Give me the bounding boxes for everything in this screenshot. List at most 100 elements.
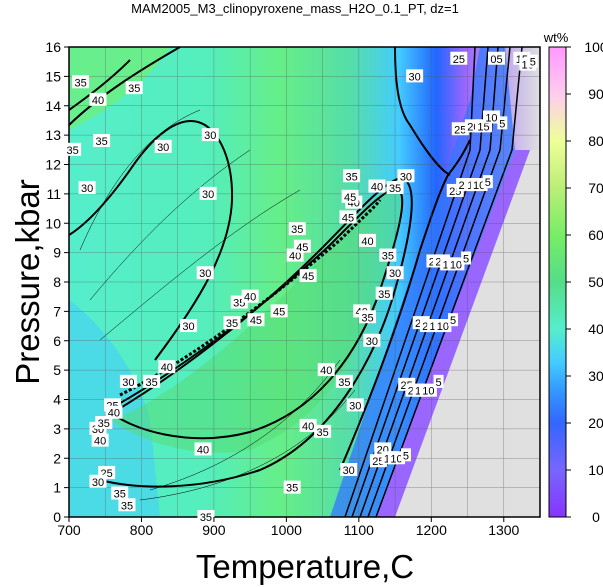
contour-label: 35 — [283, 480, 301, 495]
contour-label-text: 40 — [371, 182, 383, 194]
contour-label-bg — [343, 169, 361, 183]
contour-label-text: 35 — [98, 418, 110, 430]
contour-label-text: 35 — [286, 483, 298, 495]
contour-label-bg — [143, 374, 161, 388]
contour-label-bg — [89, 474, 107, 488]
contour-label-text: 35 — [114, 489, 126, 501]
contour-label-bg — [497, 116, 508, 130]
purple-boundary-band — [375, 150, 530, 517]
colorbar-tick-label: 100 — [584, 39, 603, 55]
contour-label-bg — [111, 486, 129, 500]
contour-label-bg — [340, 463, 358, 476]
y-tick-label: 11 — [46, 186, 61, 202]
y-tick-label: 13 — [45, 127, 61, 143]
contour-label: 5 — [482, 175, 493, 189]
contour-label-text: 35 — [378, 289, 390, 301]
contour-label: 45 — [341, 189, 359, 204]
contour-label: 30 — [386, 266, 404, 280]
contour-label-bg — [201, 128, 219, 142]
contour-label-bg — [419, 383, 437, 397]
colorbar-tick-label: 60 — [588, 227, 603, 243]
contour-label-text: 40 — [92, 95, 104, 107]
contour-label-text: 30 — [92, 477, 104, 489]
contour-label-text: 35 — [128, 83, 140, 95]
contour-label-text: 30 — [182, 321, 194, 333]
y-tick-label: 7 — [53, 303, 61, 319]
contour-label-text: 30 — [81, 183, 93, 195]
contour-label: 35 — [288, 222, 306, 236]
contour-label: 5 — [448, 313, 459, 327]
y-tick-label: 16 — [45, 39, 61, 55]
contour-label-bg — [72, 75, 90, 89]
contour-label-text: 35 — [200, 512, 212, 524]
contour-labels: 3540353535303030303030302540354035354045… — [64, 51, 538, 524]
contour-label-bg — [197, 510, 215, 523]
contour-label: 30 — [154, 139, 172, 154]
contour-25-line — [344, 47, 476, 517]
contour-label-bg — [363, 333, 381, 347]
x-tick-label: 1000 — [271, 522, 302, 538]
contour-label: 30 — [363, 333, 381, 348]
contour-label: 45 — [247, 313, 265, 327]
contour-label-text: 35 — [291, 224, 303, 236]
colorbar-tick-label: 10 — [588, 462, 603, 478]
contour-label-bg — [158, 360, 176, 374]
contour-label: 10 — [419, 383, 437, 398]
contour-label: 45 — [299, 269, 317, 283]
contour-label: 30 — [397, 169, 415, 183]
contour-label-bg — [199, 186, 217, 200]
contour-label: 35 — [386, 181, 404, 195]
y-tick-label: 8 — [53, 274, 61, 290]
contour-label: 30 — [196, 266, 214, 280]
contour-label-text: 30 — [349, 400, 361, 412]
contour-label-bg — [375, 286, 393, 300]
contour-label-text: 30 — [400, 171, 412, 183]
y-tick-label: 3 — [53, 421, 61, 437]
contour-label: 40 — [158, 360, 176, 374]
high-wt-green-core — [110, 185, 402, 453]
contour-label: 40 — [359, 233, 377, 248]
colorbar-tick-label: 30 — [588, 368, 603, 384]
contour-label-text: 15 — [477, 121, 489, 133]
contour-label-bg — [346, 398, 364, 412]
contour-thin-1 — [79, 109, 201, 251]
contour-label-text: 35 — [382, 251, 394, 263]
contour-label-text: 05 — [490, 54, 502, 66]
contour-label: 35 — [143, 374, 161, 389]
contour-label-bg — [406, 69, 424, 83]
y-tick-label: 9 — [53, 245, 61, 261]
contour-label-bg — [335, 374, 353, 388]
contour-label: 35 — [64, 142, 82, 157]
contour-label: 35 — [197, 510, 215, 524]
contour-label-text: 40 — [94, 436, 106, 448]
contour-label-bg — [448, 313, 459, 327]
contour-label-text: 30 — [409, 71, 421, 83]
contour-label-bg — [433, 374, 444, 388]
colorbar-tick-label: 50 — [588, 274, 603, 290]
colorbar-tick-label: 40 — [588, 321, 603, 337]
contour-label-text: 45 — [344, 192, 356, 204]
contour-label-bg — [154, 139, 172, 153]
contour-label: 25 — [450, 51, 468, 66]
y-tick-label: 15 — [45, 68, 61, 84]
contour-label-bg — [270, 304, 288, 318]
contour-label-bg — [450, 51, 468, 65]
contour-label-bg — [386, 181, 404, 194]
contour-label-text: 30 — [204, 130, 216, 142]
y-tick-label: 12 — [45, 157, 61, 173]
contour-label: 10 — [388, 451, 406, 465]
contour-35-upper — [69, 47, 181, 126]
contour-label: 35 — [95, 416, 113, 430]
contour-label-text: 35 — [389, 183, 401, 195]
contour-label-text: 5 — [463, 254, 469, 266]
contour-label: 35 — [93, 134, 111, 148]
contour-label: 10 — [434, 319, 452, 333]
y-tick-label: 5 — [53, 362, 61, 378]
contour-label: 35 — [125, 81, 143, 95]
contour-label-bg — [359, 233, 377, 247]
contour-label: 35 — [72, 75, 90, 89]
contour-label-text: 5 — [450, 315, 456, 327]
contour-label: 30 — [78, 181, 96, 195]
colorbar-label: wt% — [543, 30, 569, 45]
contour-label-bg — [95, 416, 113, 429]
